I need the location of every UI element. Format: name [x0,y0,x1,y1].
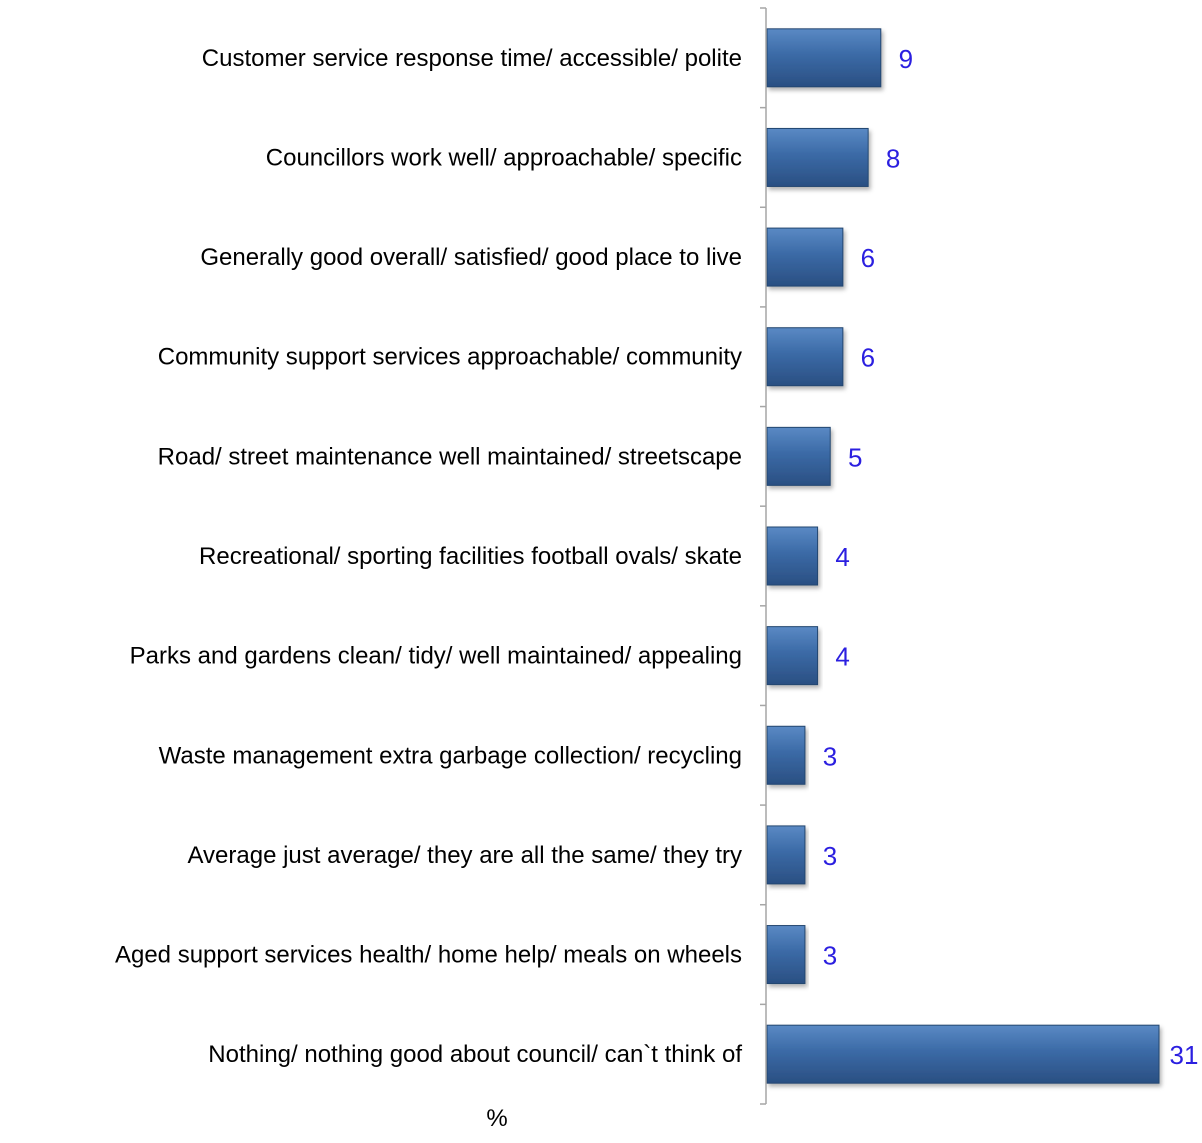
category-label: Community support services approachable/… [158,344,742,371]
category-label: Councillors work well/ approachable/ spe… [266,144,742,171]
y-axis [760,7,767,1105]
data-label: 4 [835,542,849,572]
data-label: 5 [848,442,862,472]
bar [766,725,806,785]
bar [766,227,844,287]
category-label: Average just average/ they are all the s… [187,842,742,869]
bar [766,327,844,387]
x-axis-title: % [486,1105,507,1132]
category-label: Generally good overall/ satisfied/ good … [200,244,742,271]
bar [766,426,831,486]
data-label: 9 [899,44,913,74]
bar [766,526,819,586]
data-label: 8 [886,143,900,173]
bar [766,825,806,885]
category-label: Aged support services health/ home help/… [115,942,742,969]
bar [766,1024,1160,1084]
bars-layer [766,28,1160,1084]
category-label: Road/ street maintenance well maintained… [158,443,742,470]
category-label: Nothing/ nothing good about council/ can… [208,1041,742,1068]
bar [766,28,882,88]
category-labels: Customer service response time/ accessib… [115,45,742,1068]
data-label: 6 [861,343,875,373]
category-label: Parks and gardens clean/ tidy/ well main… [130,643,742,670]
category-label: Waste management extra garbage collectio… [159,742,742,769]
data-label: 31 [1170,1040,1199,1070]
data-label: 3 [823,841,837,871]
data-label: 3 [823,941,837,971]
bar [766,127,869,187]
category-label: Customer service response time/ accessib… [202,45,742,72]
bar [766,925,806,985]
data-label: 3 [823,741,837,771]
category-label: Recreational/ sporting facilities footba… [199,543,742,570]
bar [766,626,819,686]
data-labels: 9 8 6 6 5 4 4 3 3 3 31 [823,44,1199,1070]
data-label: 4 [835,642,849,672]
data-label: 6 [861,243,875,273]
